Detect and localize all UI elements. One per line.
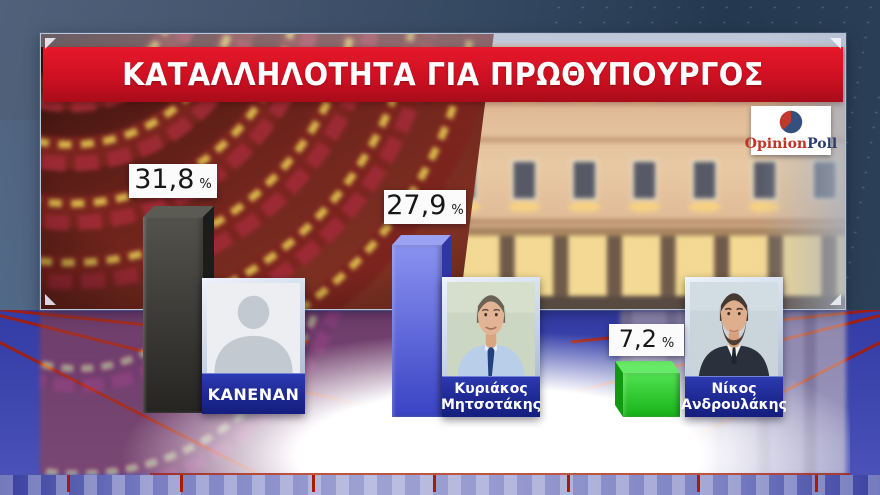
bar-androulakis-top: [615, 361, 680, 373]
nameplate: Νίκος Ανδρουλάκης: [681, 376, 787, 417]
title-banner: ΚΑΤΑΛΛΗΛΟΤΗΤΑ ΓΙΑ ΠΡΩΘΥΠΟΥΡΓΟΣ: [43, 47, 843, 102]
floor-horizon-line: [150, 473, 850, 475]
bar-mitsotakis-top: [392, 235, 451, 245]
portrait-illustration: [690, 282, 778, 376]
logo-text-opinion: Opinion: [744, 136, 808, 152]
value-box-mitsotakis: 27,9 %: [384, 190, 466, 224]
candidate-card-mitsotakis: Κυριάκος Μητσοτάκης: [440, 277, 542, 417]
page-title: ΚΑΤΑΛΛΗΛΟΤΗΤΑ ΓΙΑ ΠΡΩΘΥΠΟΥΡΓΟΣ: [122, 56, 764, 93]
band-tick: [567, 475, 570, 492]
photo-panel: ΚΑΤΑΛΛΗΛΟΤΗΤΑ ΓΙΑ ΠΡΩΘΥΠΟΥΡΓΟΣ: [40, 33, 846, 310]
candidate-last-name: Ανδρουλάκης: [681, 397, 787, 413]
band-tick: [815, 475, 818, 492]
band-tick: [180, 475, 183, 492]
silhouette-placeholder-photo: [207, 283, 300, 373]
candidate-last-name: Μητσοτάκης: [440, 397, 542, 413]
candidate-first-name: Κυριάκος: [454, 381, 528, 397]
value-label: 27,9: [386, 190, 447, 221]
band-tick: [697, 475, 700, 492]
candidate-card-androulakis: Νίκος Ανδρουλάκης: [681, 277, 787, 417]
nameplate: Κυριάκος Μητσοτάκης: [440, 376, 542, 417]
band-tick: [433, 475, 436, 492]
candidate-card-kanenan: ΚΑΝΕΝΑΝ: [202, 278, 305, 414]
band-stripes: [0, 475, 880, 495]
value-box-kanenan: 31,8 %: [129, 164, 217, 198]
frame-corner-icon: [830, 38, 841, 49]
frame-corner-icon: [830, 294, 841, 305]
androulakis-photo: [690, 282, 778, 376]
candidate-first-name: Νίκος: [711, 381, 757, 397]
bar-mitsotakis-front: [392, 245, 442, 417]
opinionpoll-logo: OpinionPoll: [745, 106, 837, 155]
bar-androulakis-front: [623, 373, 680, 417]
frame-corner-icon: [45, 38, 56, 49]
value-box-androulakis: 7,2 %: [609, 324, 684, 356]
value-label: 7,2: [618, 325, 657, 353]
logo-wordmark: OpinionPoll: [745, 136, 837, 152]
logo-text-poll: Poll: [807, 136, 838, 152]
panel-top-strip: [41, 34, 845, 47]
person-silhouette-icon: [207, 283, 300, 373]
bar-kanenan-front: [143, 217, 203, 413]
band-tick: [67, 475, 70, 492]
mitsotakis-photo: [447, 282, 535, 376]
candidate-name: ΚΑΝΕΝΑΝ: [207, 384, 300, 404]
bar-androulakis-side: [615, 361, 623, 417]
band-tick: [312, 475, 315, 492]
portrait-illustration: [447, 282, 535, 376]
value-label: 31,8: [134, 164, 195, 195]
percent-sign: %: [451, 203, 464, 218]
pie-chart-icon: [779, 110, 803, 134]
frame-corner-icon: [45, 294, 56, 305]
bar-kanenan-top: [143, 206, 214, 217]
percent-sign: %: [661, 336, 675, 351]
nameplate: ΚΑΝΕΝΑΝ: [202, 373, 305, 414]
percent-sign: %: [199, 177, 212, 192]
bottom-band: [0, 475, 880, 495]
